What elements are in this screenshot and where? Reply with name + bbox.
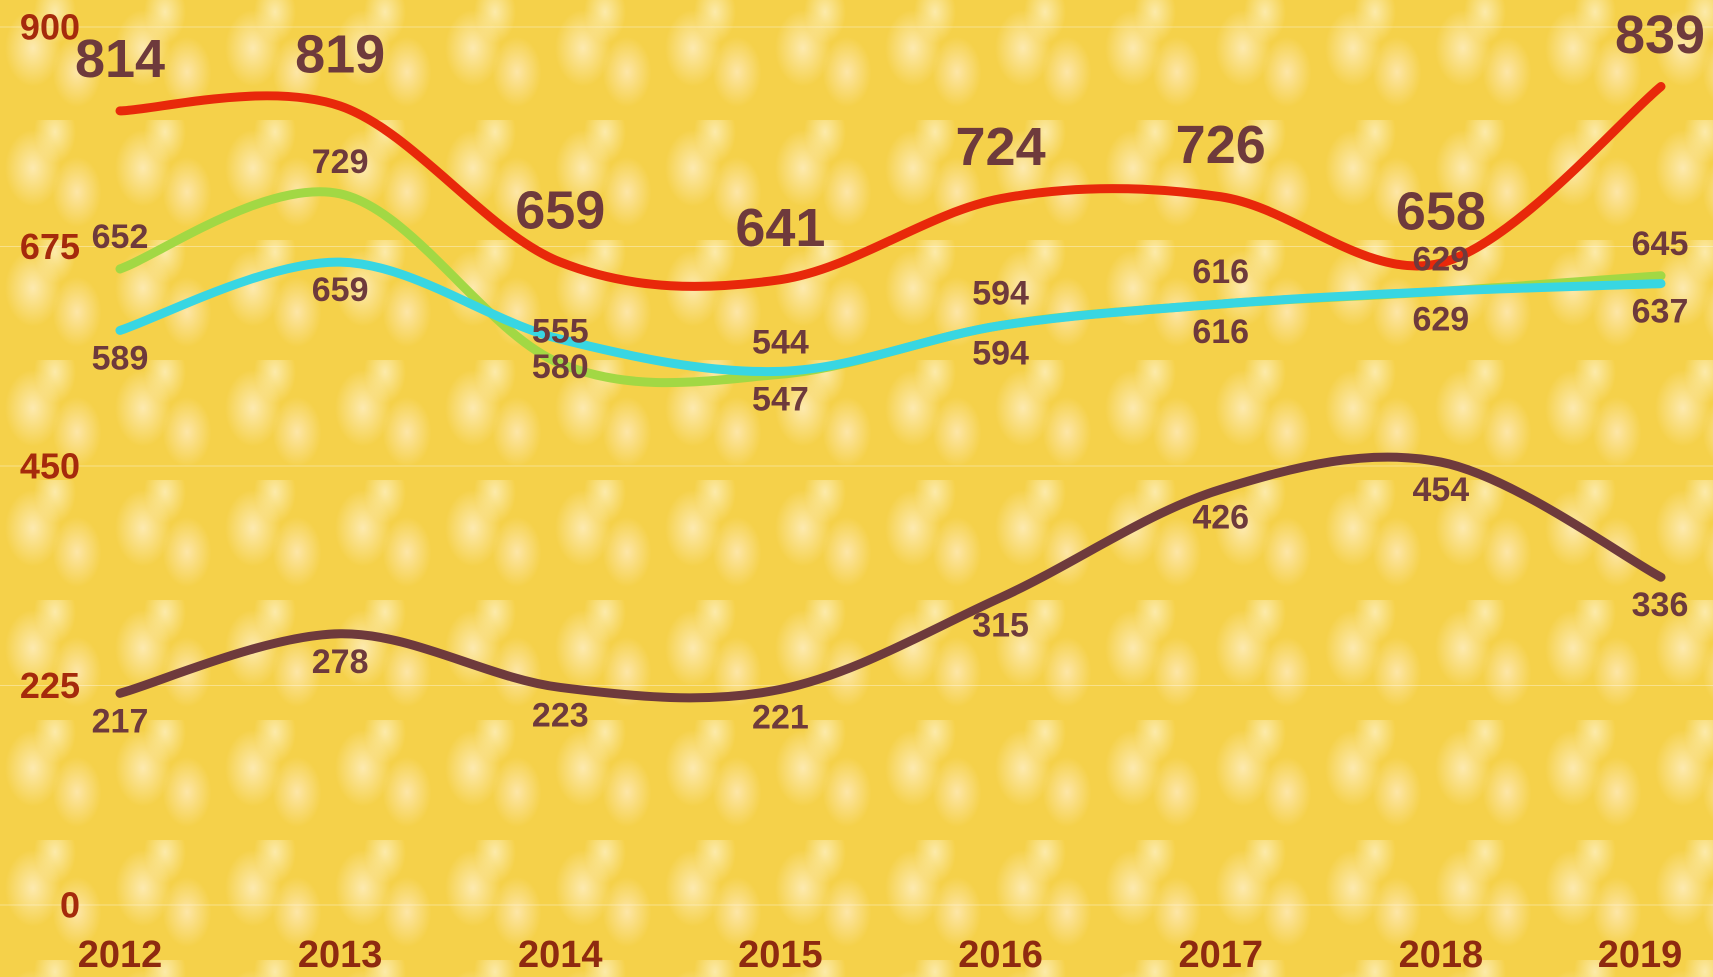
line xyxy=(115,82,1666,291)
data-label: 724 xyxy=(956,117,1046,177)
data-label: 659 xyxy=(312,271,369,309)
x-tick-label: 2016 xyxy=(958,934,1043,976)
data-label: 629 xyxy=(1412,300,1469,338)
data-label: 221 xyxy=(752,698,809,736)
data-label: 336 xyxy=(1632,586,1689,624)
y-tick-label: 0 xyxy=(60,885,80,926)
x-tick-label: 2014 xyxy=(518,934,603,976)
line xyxy=(115,257,1666,377)
y-tick-label: 225 xyxy=(20,665,80,706)
data-label: 315 xyxy=(972,607,1029,645)
line xyxy=(115,452,1666,703)
data-label: 659 xyxy=(515,180,605,240)
data-label: 819 xyxy=(295,24,385,84)
data-label: 278 xyxy=(312,643,369,681)
data-label: 645 xyxy=(1632,225,1689,263)
data-label: 589 xyxy=(92,339,149,377)
x-tick-label: 2015 xyxy=(738,934,823,976)
x-tick-label: 2017 xyxy=(1178,934,1263,976)
data-label: 726 xyxy=(1176,115,1266,175)
data-label: 547 xyxy=(752,380,809,418)
data-label: 454 xyxy=(1412,471,1469,509)
x-tick-label: 2019 xyxy=(1598,934,1683,976)
x-tick-label: 2012 xyxy=(78,934,163,976)
data-label: 594 xyxy=(972,275,1029,313)
data-label: 629 xyxy=(1412,240,1469,278)
x-tick-label: 2013 xyxy=(298,934,383,976)
y-tick-label: 675 xyxy=(20,226,80,267)
data-label: 658 xyxy=(1396,181,1486,241)
y-tick-label: 450 xyxy=(20,446,80,487)
data-label: 594 xyxy=(972,335,1029,373)
data-label: 544 xyxy=(752,323,809,361)
data-label: 637 xyxy=(1632,293,1689,331)
data-label: 641 xyxy=(735,198,825,258)
data-label: 426 xyxy=(1192,498,1249,536)
data-label: 223 xyxy=(532,696,589,734)
x-tick-label: 2018 xyxy=(1399,934,1484,976)
data-label: 217 xyxy=(92,702,149,740)
data-label: 814 xyxy=(75,29,165,89)
y-tick-label: 900 xyxy=(20,7,80,48)
data-label: 729 xyxy=(312,143,369,181)
data-label: 580 xyxy=(532,348,589,386)
data-label: 616 xyxy=(1192,253,1249,291)
data-label: 616 xyxy=(1192,313,1249,351)
data-label: 839 xyxy=(1615,5,1705,65)
data-label: 555 xyxy=(532,313,589,351)
data-label: 652 xyxy=(92,218,149,256)
